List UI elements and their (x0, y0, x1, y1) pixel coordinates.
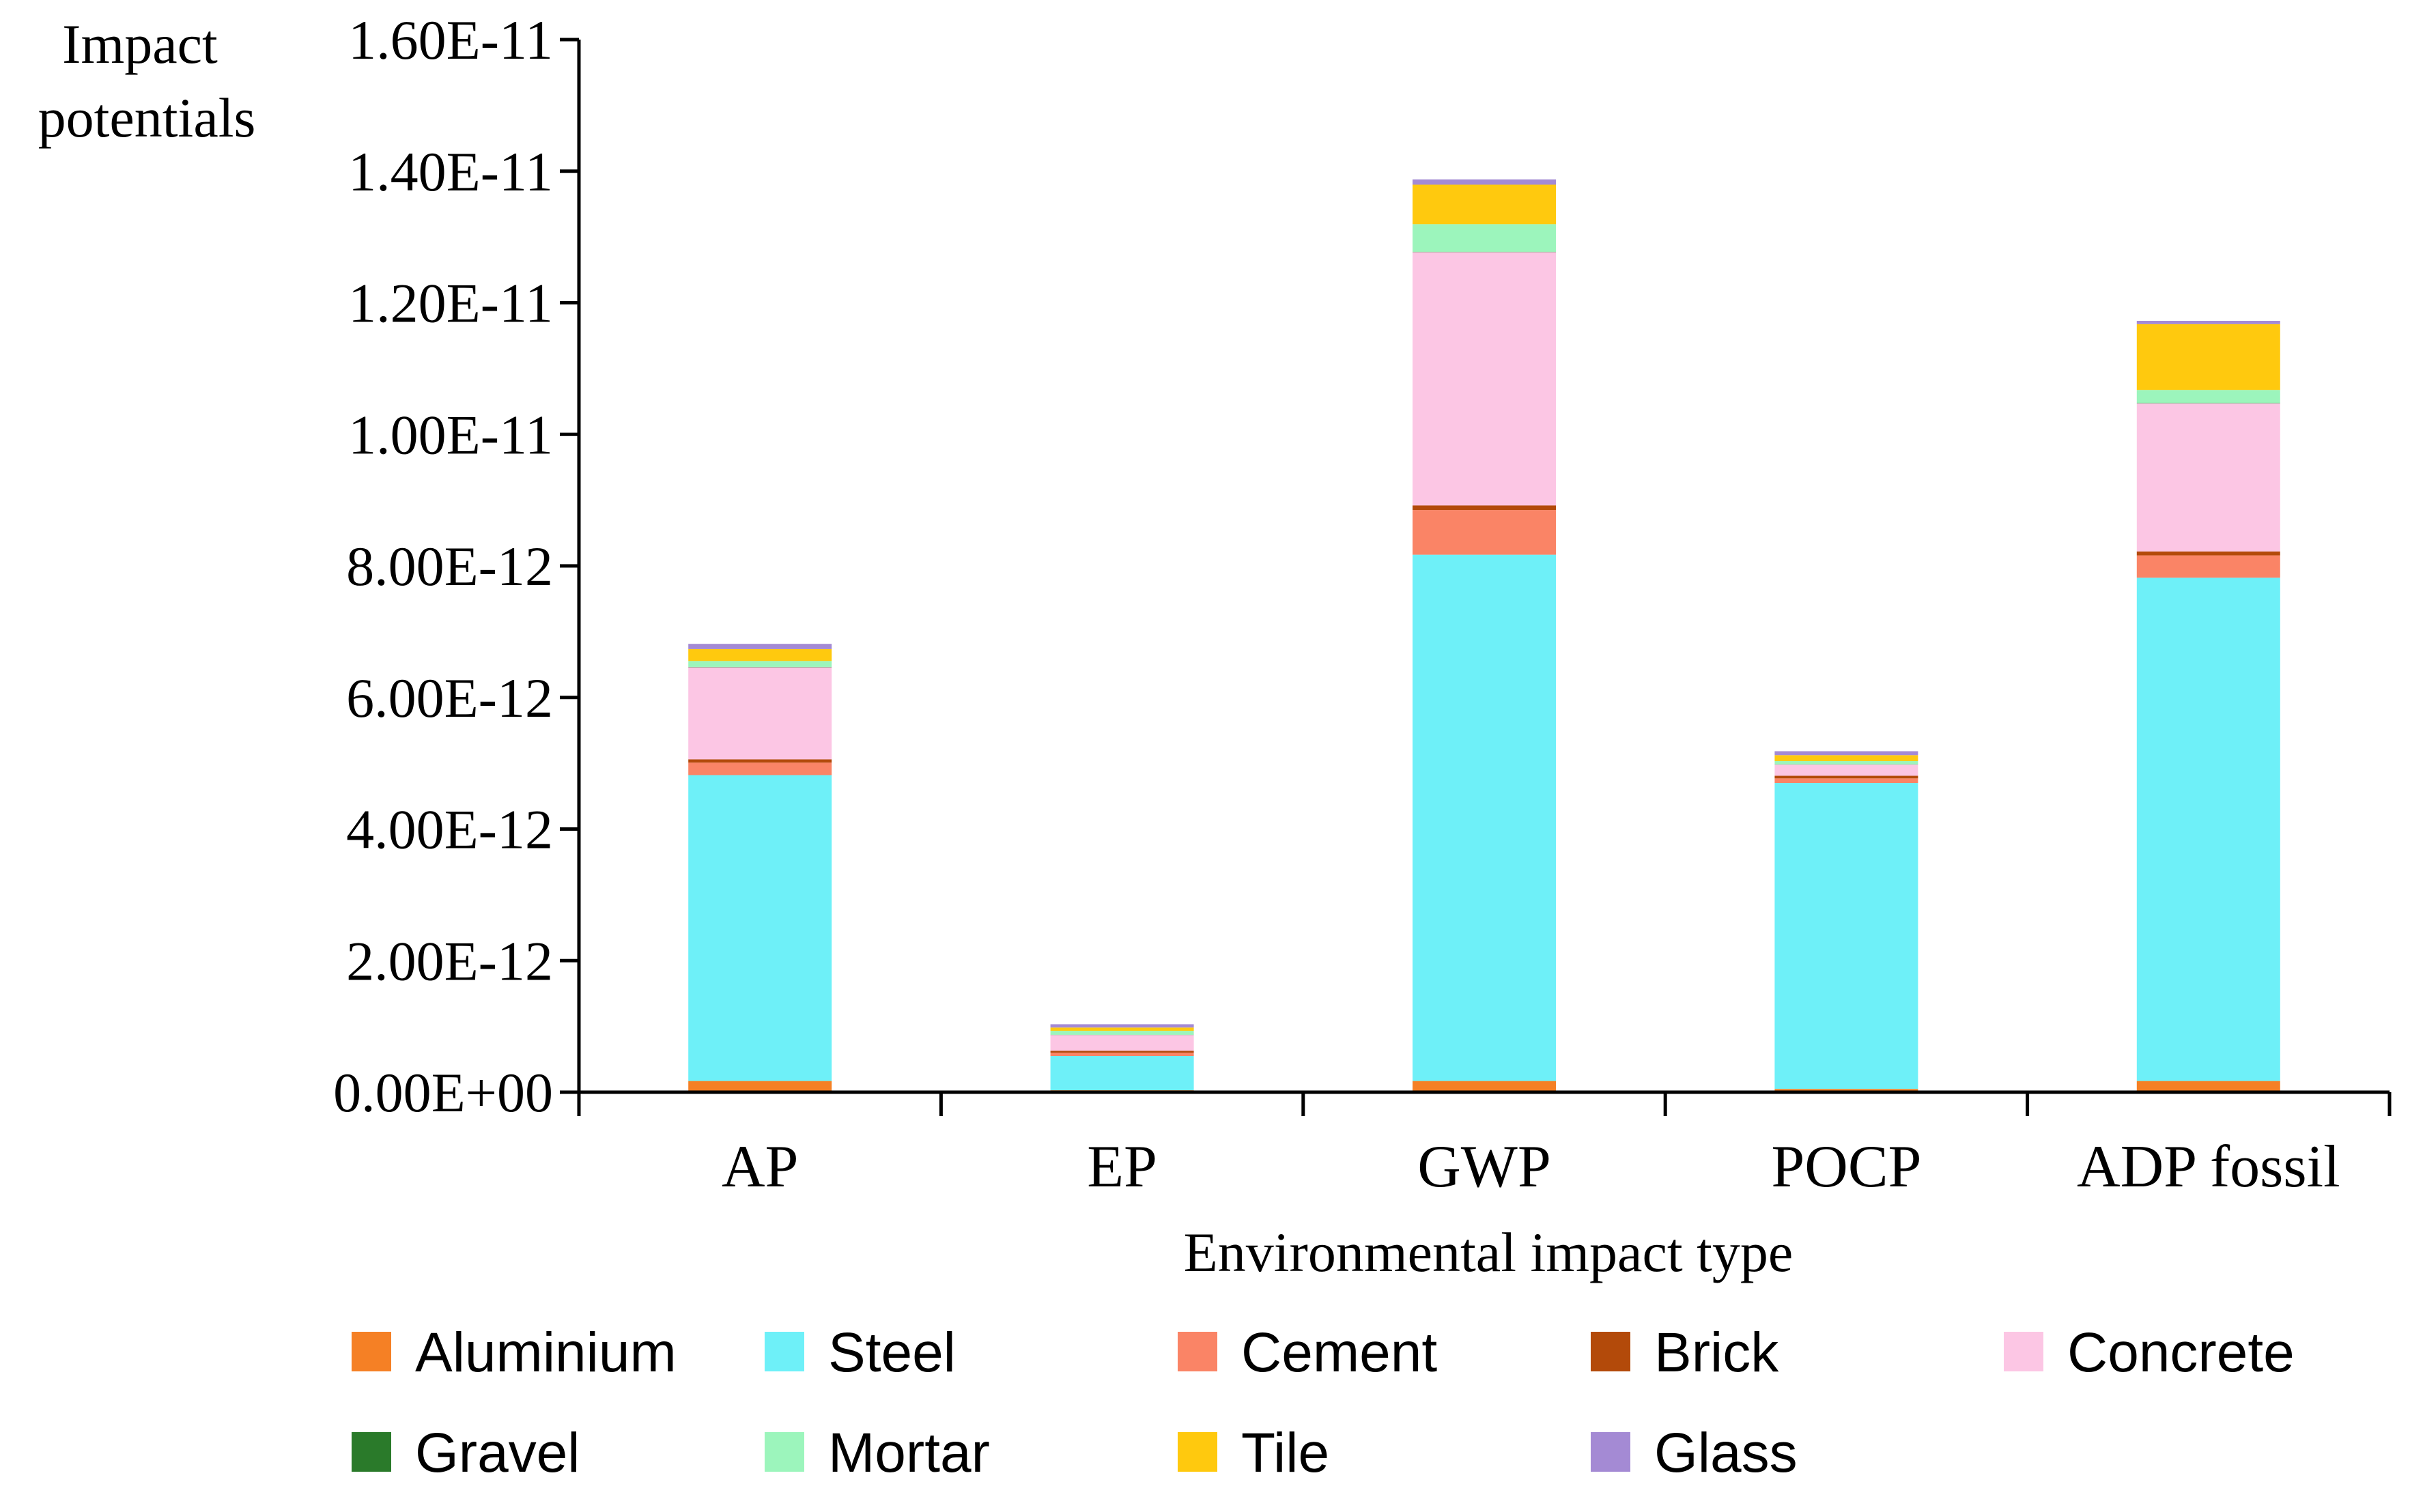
bar-segment-tile-ap (688, 648, 832, 661)
bar-segment-steel-adp-fossil (2136, 577, 2280, 1081)
legend: Aluminium Steel Cement Brick Concrete Gravel M… (352, 1322, 2295, 1484)
x-tick-label: EP (1087, 1134, 1157, 1200)
legend-label-brick: Brick (1654, 1322, 1779, 1384)
legend-swatch-tile (1178, 1432, 1217, 1472)
bar-segment-aluminium-gwp (1413, 1081, 1556, 1092)
bar-segment-brick-adp-fossil (2136, 551, 2280, 556)
legend-swatch-steel (765, 1332, 804, 1371)
bar-segment-brick-ep (1050, 1051, 1194, 1053)
legend-label-concrete: Concrete (2067, 1322, 2295, 1384)
bar-segment-mortar-adp-fossil (2136, 390, 2280, 403)
bar-segment-glass-gwp (1413, 179, 1556, 185)
y-tick-label: 1.40E-11 (348, 141, 553, 203)
bar-segment-concrete-gwp (1413, 252, 1556, 506)
y-tick-label: 2.00E-12 (346, 930, 553, 992)
bar-segment-cement-adp-fossil (2136, 555, 2280, 578)
legend-label-cement: Cement (1241, 1322, 1437, 1384)
legend-swatch-concrete (2004, 1332, 2043, 1371)
bar-segment-concrete-pocp (1774, 765, 1918, 776)
legend-label-gravel: Gravel (415, 1422, 580, 1484)
bar-segment-glass-adp-fossil (2136, 321, 2280, 324)
bar-segment-mortar-pocp (1774, 760, 1918, 765)
bar-segment-tile-gwp (1413, 184, 1556, 225)
bar-segment-concrete-ep (1050, 1035, 1194, 1051)
bar-segment-cement-pocp (1774, 778, 1918, 784)
bar-segment-cement-gwp (1413, 510, 1556, 555)
bar-segment-glass-pocp (1774, 751, 1918, 756)
y-tick-label: 0.00E+00 (333, 1061, 553, 1124)
legend-swatch-mortar (765, 1432, 804, 1472)
y-tick-label: 4.00E-12 (346, 799, 553, 861)
bar-segment-tile-pocp (1774, 755, 1918, 761)
bar-segment-brick-ap (688, 759, 832, 763)
y-tick-label: 8.00E-12 (346, 535, 553, 597)
x-axis-title: Environmental impact type (1184, 1221, 1794, 1283)
x-tick-label: GWP (1417, 1134, 1551, 1200)
bar-segment-concrete-adp-fossil (2136, 403, 2280, 552)
bar-segment-steel-ap (688, 775, 832, 1081)
y-axis-title-line-1: Impact (62, 13, 218, 75)
bar-segment-cement-ep (1050, 1053, 1194, 1056)
bar-segment-cement-ap (688, 762, 832, 775)
bar-segment-concrete-ap (688, 667, 832, 760)
bar-segment-steel-pocp (1774, 783, 1918, 1089)
bar-segment-aluminium-adp-fossil (2136, 1081, 2280, 1092)
bar-segment-mortar-ap (688, 661, 832, 667)
legend-label-tile: Tile (1241, 1422, 1329, 1484)
x-tick-label: ADP fossil (2077, 1134, 2340, 1200)
legend-swatch-brick (1591, 1332, 1630, 1371)
bar-segment-tile-adp-fossil (2136, 324, 2280, 390)
legend-swatch-gravel (352, 1432, 391, 1472)
bar-segment-brick-gwp (1413, 505, 1556, 511)
bar-segment-glass-ap (688, 644, 832, 649)
legend-swatch-cement (1178, 1332, 1217, 1371)
legend-swatch-glass (1591, 1432, 1630, 1472)
bar-segment-glass-ep (1050, 1024, 1194, 1028)
bar-segment-mortar-gwp (1413, 224, 1556, 252)
bars-layer (688, 179, 2280, 1092)
bar-segment-brick-pocp (1774, 775, 1918, 779)
legend-label-steel: Steel (828, 1322, 956, 1384)
legend-label-aluminium: Aluminium (415, 1322, 677, 1384)
bar-segment-aluminium-ap (688, 1081, 832, 1092)
y-tick-label: 1.60E-11 (348, 9, 553, 71)
bar-segment-mortar-ep (1050, 1031, 1194, 1035)
y-tick-label: 6.00E-12 (346, 667, 553, 729)
x-tick-label: POCP (1771, 1134, 1921, 1200)
y-tick-label: 1.00E-11 (348, 403, 553, 466)
legend-label-mortar: Mortar (828, 1422, 990, 1484)
axes-layer: 0.00E+00 2.00E-12 4.00E-12 6.00E-12 8.00E-12… (333, 9, 2392, 1200)
bar-segment-steel-gwp (1413, 554, 1556, 1081)
y-tick-label: 1.20E-11 (348, 272, 553, 334)
bar-segment-tile-ep (1050, 1027, 1194, 1031)
legend-swatch-aluminium (352, 1332, 391, 1371)
y-axis-title-line-2: potentials (38, 87, 256, 149)
legend-label-glass: Glass (1654, 1422, 1798, 1484)
bar-segment-steel-ep (1050, 1055, 1194, 1091)
x-tick-label: AP (722, 1134, 799, 1200)
